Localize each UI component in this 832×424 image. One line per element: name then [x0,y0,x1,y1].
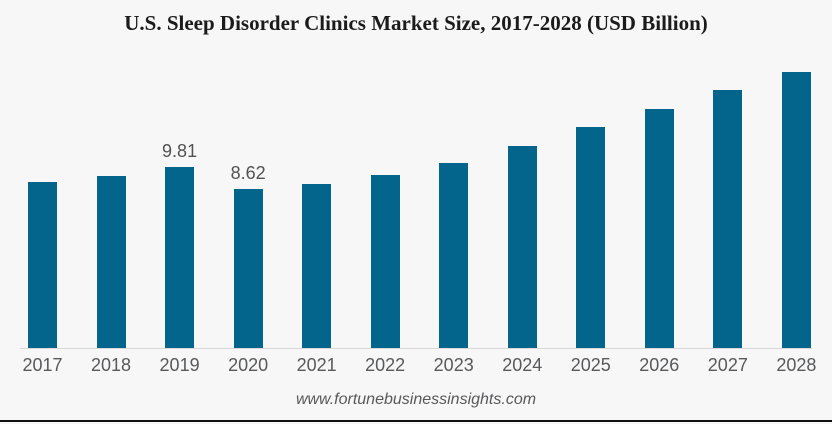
x-tick-2018: 2018 [91,354,132,375]
x-tick-2017: 2017 [22,354,63,375]
bar-column-2022: 2022 [365,58,405,382]
x-tick-2024: 2024 [502,354,543,375]
bar-2028 [781,72,811,348]
bar-column-2027: 2027 [708,58,748,382]
x-tick-2022: 2022 [365,354,406,375]
bar-column-2025: 2025 [571,58,611,382]
source-website-link[interactable]: www.fortunebusinessinsights.com [295,391,537,408]
bar-2020 [233,189,263,348]
x-tick-2019: 2019 [159,354,200,375]
plot-area: 2017 2018 9.81 2019 8.62 2020 2021 2022 2023 2024… [22,58,816,382]
x-axis-line [20,348,812,349]
bar-column-2019: 9.81 2019 [160,58,200,382]
bar-column-2017: 2017 [22,58,63,382]
bar-2019 [165,167,195,348]
bar-2027 [713,90,743,348]
bar-2023 [439,163,469,348]
x-tick-2021: 2021 [296,354,337,375]
x-tick-2025: 2025 [570,354,611,375]
bar-2022 [370,175,400,348]
bar-2026 [644,109,674,348]
x-tick-2027: 2027 [707,354,748,375]
bar-2024 [507,146,537,348]
bar-column-2021: 2021 [297,58,337,382]
bar-column-2026: 2026 [639,58,679,382]
bar-2025 [576,127,606,348]
bar-column-2023: 2023 [434,58,474,382]
x-tick-2028: 2028 [776,354,817,375]
bar-column-2028: 2028 [776,58,816,382]
bar-column-2018: 2018 [91,58,131,382]
bar-column-2024: 2024 [502,58,542,382]
x-tick-2020: 2020 [228,354,269,375]
bar-2018 [96,176,126,348]
bottom-divider [0,420,832,422]
bar-column-2020: 8.62 2020 [228,58,268,382]
chart-title: U.S. Sleep Disorder Clinics Market Size,… [124,11,708,35]
bar-2017 [28,182,57,348]
bar-2021 [302,184,332,348]
x-tick-2023: 2023 [433,354,474,375]
bar-value-label-2019: 9.81 [162,141,198,161]
bar-value-label-2020: 8.62 [230,163,266,183]
x-tick-2026: 2026 [639,354,680,375]
